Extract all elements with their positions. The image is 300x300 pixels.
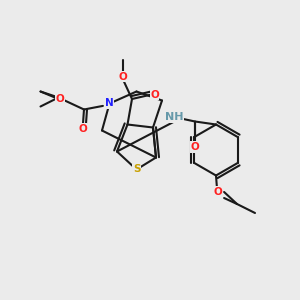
Text: O: O: [118, 71, 127, 82]
Text: O: O: [78, 124, 87, 134]
Text: O: O: [150, 89, 159, 100]
Text: O: O: [56, 94, 64, 104]
Text: O: O: [213, 187, 222, 197]
Text: O: O: [51, 113, 60, 124]
Text: O: O: [35, 81, 43, 90]
Text: NH: NH: [165, 112, 183, 122]
Text: N: N: [105, 98, 114, 109]
Text: S: S: [133, 164, 140, 175]
Text: O: O: [190, 142, 200, 152]
